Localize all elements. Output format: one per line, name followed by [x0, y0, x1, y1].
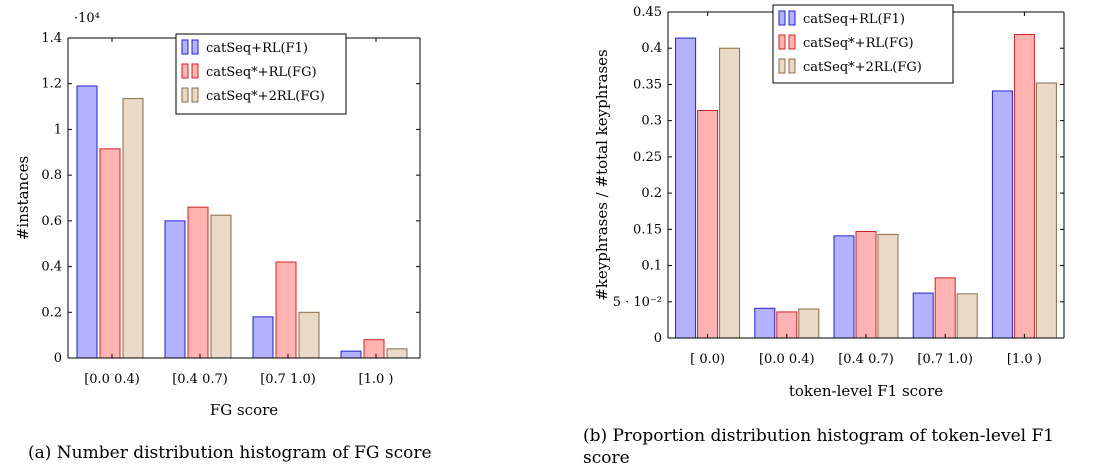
legend-swatch-tan — [181, 87, 189, 103]
x-tick-label: [1.0 ) — [1007, 352, 1042, 367]
y-tick-label: 0.2 — [641, 186, 662, 201]
legend-box — [175, 33, 347, 115]
chart-b: 0 5 · 10⁻² 0.1 0.15 0.2 0.25 0.3 0.35 0.4 0.45 [ 0… — [593, 4, 1065, 400]
bar-red-2 — [855, 231, 877, 339]
x-tick-label: [0.0 0.4) — [759, 352, 815, 367]
bar-tan-0 — [719, 47, 741, 339]
bar-tan-4 — [1035, 82, 1057, 339]
bar-tan-3 — [386, 348, 408, 359]
legend-swatch-blue — [778, 10, 786, 26]
x-axis-label: token-level F1 score — [789, 382, 943, 400]
x-tick-label: [0.4 0.7) — [838, 352, 894, 367]
legend-swatch-red — [778, 34, 786, 50]
y-tick-label: 0.6 — [41, 214, 62, 229]
y-axis-label: #keyphrases / #total keyphrases — [593, 49, 611, 301]
y-tick-label: 0.45 — [633, 5, 662, 20]
y-tick-label: 0.15 — [633, 222, 662, 237]
bar-tan-1 — [210, 214, 232, 359]
bar-blue-3 — [912, 292, 934, 339]
bar-red-4 — [1013, 33, 1035, 339]
y-tick-label: 0.2 — [41, 305, 62, 320]
y-multiplier-label: ·10⁴ — [74, 11, 100, 26]
y-tick-label: 0.25 — [633, 150, 662, 165]
legend: catSeq+RL(F1) catSeq*+RL(FG) catSeq*+2RL(F… — [772, 4, 954, 84]
bar-tan-2 — [877, 233, 899, 339]
legend-label: catSeq*+RL(FG) — [206, 65, 317, 80]
y-tick-label: 0 — [654, 331, 662, 346]
y-tick-label: 0 — [54, 351, 62, 366]
x-tick-label: [0.0 0.4) — [84, 372, 140, 387]
legend-swatch-red — [191, 63, 199, 79]
y-tick-label: 0.4 — [41, 260, 62, 275]
y-axis-label: #instances — [14, 156, 32, 240]
bar-red-1 — [187, 206, 209, 359]
bar-blue-1 — [164, 220, 186, 359]
y-tick-label: 0.35 — [633, 77, 662, 92]
bar-red-3 — [363, 339, 385, 359]
bar-blue-2 — [252, 316, 274, 359]
bar-red-0 — [697, 110, 719, 339]
bar-blue-1 — [754, 307, 776, 339]
legend-swatch-blue — [191, 39, 199, 55]
caption-a: (a) Number distribution histogram of FG … — [28, 443, 432, 463]
legend-label: catSeq+RL(F1) — [206, 41, 308, 56]
legend: catSeq+RL(F1) catSeq*+RL(FG) catSeq*+2RL(F… — [175, 33, 347, 115]
bar-tan-3 — [956, 293, 978, 339]
bar-blue-0 — [675, 37, 697, 339]
x-tick-label: [1.0 ) — [359, 372, 394, 387]
bar-red-2 — [275, 261, 297, 359]
x-tick-label: [0.4 0.7) — [172, 372, 228, 387]
y-tick-label: 5 · 10⁻² — [613, 295, 662, 310]
y-tick-label: 0.4 — [641, 41, 662, 56]
bar-blue-4 — [991, 90, 1013, 339]
legend-label: catSeq+RL(F1) — [803, 12, 905, 27]
legend-swatch-blue — [181, 39, 189, 55]
legend-swatch-red — [788, 34, 796, 50]
caption-b: (b) Proportion distribution histogram of… — [583, 426, 1055, 468]
bar-blue-3 — [340, 350, 362, 359]
y-tick-label: 1.2 — [41, 77, 62, 92]
legend-swatch-tan — [788, 58, 796, 74]
x-axis-label: FG score — [210, 401, 278, 419]
y-tick-label: 1 — [54, 122, 62, 137]
legend-swatch-red — [181, 63, 189, 79]
legend-label: catSeq*+RL(FG) — [803, 36, 914, 51]
x-tick-label: [0.7 1.0) — [260, 372, 316, 387]
bar-tan-2 — [298, 311, 320, 359]
bar-tan-1 — [798, 308, 820, 339]
legend-swatch-tan — [191, 87, 199, 103]
legend-box — [772, 4, 954, 84]
bar-tan-0 — [122, 98, 144, 359]
legend-swatch-blue — [788, 10, 796, 26]
legend-label: catSeq*+2RL(FG) — [206, 89, 325, 104]
bar-red-0 — [99, 148, 121, 359]
bar-blue-2 — [833, 235, 855, 339]
legend-label: catSeq*+2RL(FG) — [803, 60, 922, 75]
bar-red-3 — [934, 277, 956, 339]
y-tick-label: 0.8 — [41, 168, 62, 183]
y-tick-label: 1.4 — [41, 31, 62, 46]
y-tick-label: 0.3 — [641, 114, 662, 129]
chart-a: 0 0.2 0.4 0.6 0.8 1 1.2 1.4 [0.0 0.4) [0.4 0.7) [0… — [14, 11, 421, 419]
legend-swatch-tan — [778, 58, 786, 74]
x-tick-label: [0.7 1.0) — [917, 352, 973, 367]
y-tick-label: 0.1 — [641, 259, 662, 274]
x-tick-label: [ 0.0) — [690, 352, 725, 367]
bar-blue-0 — [76, 85, 98, 359]
